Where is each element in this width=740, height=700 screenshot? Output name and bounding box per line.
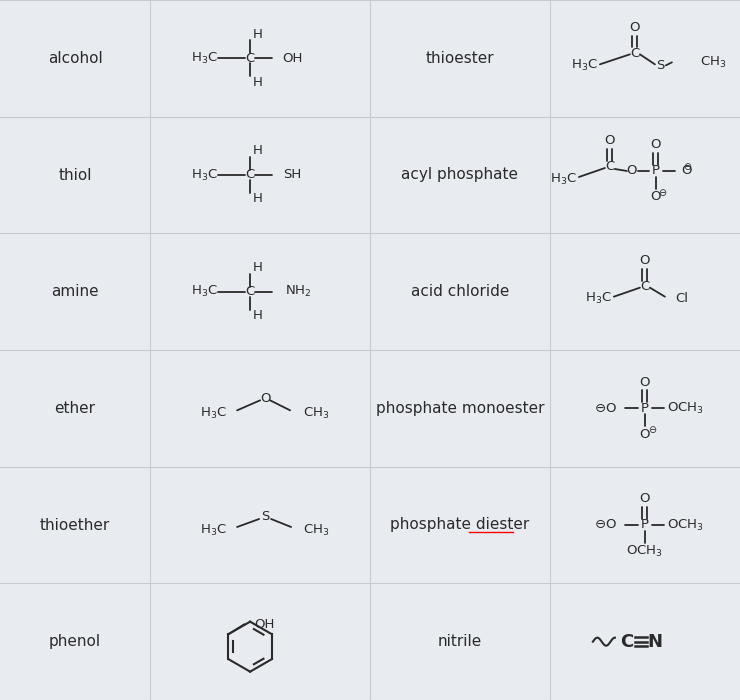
Text: C: C	[620, 633, 633, 651]
Text: $\ominus$: $\ominus$	[648, 424, 658, 435]
Bar	[370, 0, 550, 117]
Bar	[550, 350, 740, 467]
Bar	[0, 467, 150, 583]
Text: O: O	[639, 254, 650, 267]
Text: S: S	[656, 59, 664, 72]
Text: phosphate diester: phosphate diester	[390, 517, 530, 533]
Bar	[550, 583, 740, 700]
Bar	[550, 233, 740, 350]
Bar	[0, 233, 150, 350]
Text: C: C	[630, 47, 639, 60]
Bar	[150, 0, 370, 117]
Bar	[150, 350, 370, 467]
Text: OCH$_3$: OCH$_3$	[667, 401, 704, 416]
Bar	[550, 0, 740, 117]
Text: $\ominus$O: $\ominus$O	[594, 402, 617, 415]
Bar	[550, 467, 740, 583]
Text: SH: SH	[283, 169, 301, 181]
Bar	[370, 117, 550, 233]
Text: O: O	[639, 493, 650, 505]
Text: acid chloride: acid chloride	[411, 284, 509, 299]
Text: H$_3$C: H$_3$C	[201, 522, 227, 538]
Text: H: H	[253, 144, 263, 158]
Text: H$_3$C: H$_3$C	[571, 58, 598, 73]
Text: N: N	[648, 633, 662, 651]
Text: H$_3$C: H$_3$C	[191, 51, 218, 66]
Bar	[370, 583, 550, 700]
Text: C: C	[246, 52, 255, 65]
Text: $\ominus$: $\ominus$	[683, 160, 693, 172]
Bar	[370, 350, 550, 467]
Text: O: O	[650, 190, 661, 204]
Text: S: S	[261, 510, 269, 524]
Text: thioether: thioether	[40, 517, 110, 533]
Text: OH: OH	[255, 617, 275, 631]
Text: $\ominus$O: $\ominus$O	[594, 519, 617, 531]
Bar	[0, 0, 150, 117]
Text: O: O	[630, 21, 640, 34]
Bar	[370, 233, 550, 350]
Text: phosphate monoester: phosphate monoester	[376, 401, 544, 416]
Text: nitrile: nitrile	[438, 634, 482, 649]
Bar	[370, 467, 550, 583]
Bar	[550, 117, 740, 233]
Bar	[150, 233, 370, 350]
Bar	[0, 350, 150, 467]
Text: CH$_3$: CH$_3$	[303, 406, 329, 421]
Text: O: O	[627, 164, 637, 178]
Text: C: C	[640, 280, 650, 293]
Text: H: H	[253, 76, 263, 89]
Text: C: C	[246, 169, 255, 181]
Text: H: H	[253, 193, 263, 206]
Bar	[150, 583, 370, 700]
Text: H: H	[253, 28, 263, 41]
Text: P: P	[641, 402, 649, 415]
Text: ether: ether	[55, 401, 95, 416]
Text: phenol: phenol	[49, 634, 101, 649]
Bar	[0, 117, 150, 233]
Text: OCH$_3$: OCH$_3$	[627, 543, 663, 559]
Text: H$_3$C: H$_3$C	[550, 172, 577, 186]
Text: H$_3$C: H$_3$C	[191, 284, 218, 299]
Text: CH$_3$: CH$_3$	[700, 55, 727, 70]
Text: H$_3$C: H$_3$C	[201, 406, 227, 421]
Text: H: H	[253, 261, 263, 274]
Text: Cl: Cl	[675, 292, 688, 305]
Text: H: H	[253, 309, 263, 322]
Bar	[150, 467, 370, 583]
Text: H$_3$C: H$_3$C	[191, 167, 218, 183]
Text: O: O	[639, 428, 650, 441]
Text: O: O	[650, 139, 661, 151]
Text: O: O	[260, 392, 270, 405]
Text: C: C	[246, 285, 255, 298]
Text: OH: OH	[282, 52, 303, 65]
Text: OCH$_3$: OCH$_3$	[667, 517, 704, 533]
Text: O: O	[681, 164, 691, 178]
Text: O: O	[605, 134, 615, 148]
Text: O: O	[639, 376, 650, 389]
Text: P: P	[652, 164, 660, 178]
Text: alcohol: alcohol	[48, 51, 102, 66]
Bar	[150, 117, 370, 233]
Text: NH$_2$: NH$_2$	[285, 284, 312, 299]
Text: thiol: thiol	[58, 167, 92, 183]
Bar	[0, 583, 150, 700]
Text: C: C	[605, 160, 614, 174]
Text: thioester: thioester	[425, 51, 494, 66]
Text: amine: amine	[51, 284, 99, 299]
Text: P: P	[641, 519, 649, 531]
Text: acyl phosphate: acyl phosphate	[401, 167, 519, 183]
Text: $\ominus$: $\ominus$	[659, 188, 667, 199]
Text: CH$_3$: CH$_3$	[303, 522, 329, 538]
Text: H$_3$C: H$_3$C	[585, 291, 612, 306]
